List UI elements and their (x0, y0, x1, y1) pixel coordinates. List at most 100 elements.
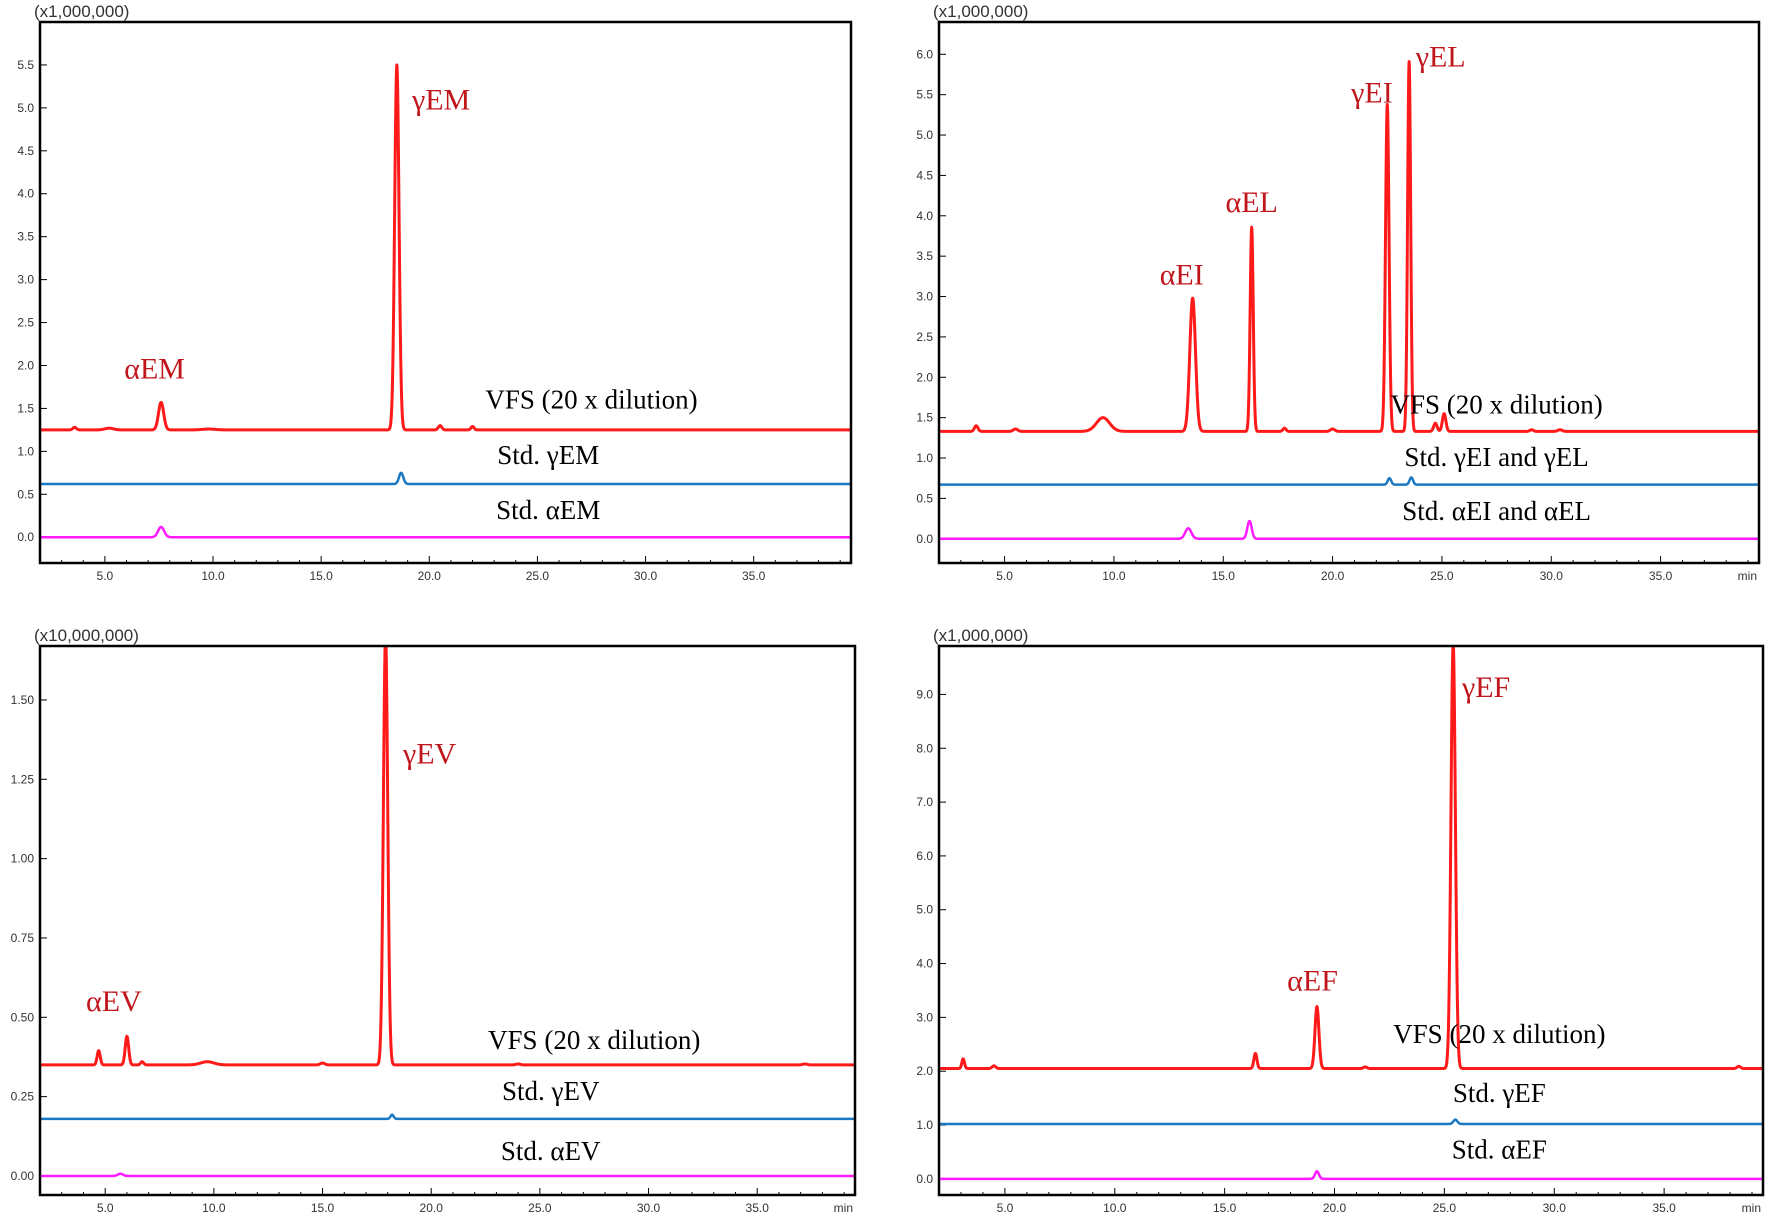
y-tick-label: 1.0 (916, 1118, 933, 1132)
chart-panel-top-left: (x1,000,000) 0.0 0.5 1.0 1.5 2.0 2.5 3.0 3.5 4.0 4… (17, 2, 853, 583)
x-tick-label: 10.0 (201, 569, 225, 583)
trace-std_alpha (40, 1172, 855, 1178)
y-tick-label: 4.5 (916, 168, 933, 182)
y-tick-label: 3.0 (17, 273, 34, 287)
x-tick-label: 10.0 (1103, 1201, 1127, 1215)
trace-std_gamma (939, 476, 1759, 486)
trace-label-std_gamma: Std. γEV (502, 1076, 600, 1106)
y-tick-label: 5.0 (17, 101, 34, 115)
x-tick-label: 20.0 (1321, 569, 1345, 583)
y-tick-label: 1.5 (916, 411, 933, 425)
plot-frame (937, 644, 1765, 1197)
traces (40, 63, 851, 539)
trace-std_gamma (40, 471, 851, 486)
x-tick-label: 25.0 (1433, 1201, 1457, 1215)
x-tick-label: 35.0 (1652, 1201, 1676, 1215)
peak-label: αEL (1226, 186, 1278, 219)
chart-panel-bottom-left: (x10,000,000) 0.00 0.25 0.50 0.75 1.00 1.25 1.5… (11, 626, 857, 1215)
y-tick-label: 2.5 (17, 316, 34, 330)
y-tick-label: 0.50 (11, 1010, 35, 1024)
trace-label-vfs: VFS (20 x dilution) (1390, 390, 1602, 420)
y-tick-label: 3.0 (916, 290, 933, 304)
y-tick-label: 4.5 (17, 144, 34, 158)
trace-vfs (40, 646, 855, 1067)
chart-panel-top-right: (x1,000,000) 0.0 0.5 1.0 1.5 2.0 2.5 3.0 3.5 4.0 4… (916, 2, 1761, 583)
x-tick-label: 5.0 (996, 569, 1013, 583)
peak-label: αEF (1287, 964, 1338, 997)
y-tick-label: 0.0 (916, 532, 933, 546)
plot-frame (38, 644, 857, 1197)
x-tick-label: 5.0 (97, 569, 114, 583)
trace-label-std_gamma: Std. γEI and γEL (1404, 442, 1588, 472)
x-tick-label: 35.0 (1649, 569, 1673, 583)
x-tick-label: 25.0 (528, 1201, 552, 1215)
y-tick-label: 1.00 (11, 852, 35, 866)
peak-label: γEV (402, 737, 457, 770)
x-tick-label: 25.0 (1430, 569, 1454, 583)
y-tick-label: 0.00 (11, 1169, 35, 1183)
peak-label: αEV (86, 985, 142, 1018)
y-scale-multiplier: (x1,000,000) (933, 626, 1028, 645)
trace-label-std_alpha: Std. αEV (501, 1136, 601, 1166)
trace-label-std_gamma: Std. γEF (1453, 1078, 1546, 1108)
trace-label-std_gamma: Std. γEM (497, 440, 599, 470)
traces (40, 646, 855, 1178)
y-scale-multiplier: (x1,000,000) (34, 2, 129, 21)
trace-label-vfs: VFS (20 x dilution) (1393, 1019, 1605, 1049)
trace-std_alpha (40, 525, 851, 539)
x-tick-label: 35.0 (746, 1201, 770, 1215)
x-axis-unit: min (834, 1201, 853, 1215)
x-tick-label: 30.0 (634, 569, 658, 583)
y-tick-label: 3.5 (17, 230, 34, 244)
x-tick-label: 5.0 (97, 1201, 114, 1215)
y-tick-label: 1.0 (916, 451, 933, 465)
peak-label: αEM (124, 352, 185, 385)
traces (939, 646, 1763, 1181)
y-tick-label: 5.0 (916, 128, 933, 142)
plot-frame (937, 20, 1761, 565)
trace-label-std_alpha: Std. αEI and αEL (1402, 496, 1591, 526)
trace-label-std_alpha: Std. αEM (496, 495, 600, 525)
y-tick-label: 3.0 (916, 1010, 933, 1024)
x-tick-label: 10.0 (1102, 569, 1126, 583)
y-tick-label: 1.50 (11, 693, 35, 707)
peak-label: γEF (1461, 671, 1510, 704)
plot-frame (38, 20, 853, 565)
y-scale-multiplier: (x10,000,000) (34, 626, 139, 645)
x-tick-label: 15.0 (311, 1201, 335, 1215)
chart-panel-bottom-right: (x1,000,000) 0.0 1.0 2.0 3.0 4.0 5.0 6.0 7.0 8.0 9… (916, 626, 1765, 1215)
trace-std_alpha (939, 1170, 1763, 1181)
y-tick-label: 2.0 (916, 370, 933, 384)
x-axis-unit: min (1742, 1201, 1761, 1215)
y-tick-label: 6.0 (916, 47, 933, 61)
x-tick-label: 20.0 (418, 569, 442, 583)
y-tick-label: 3.5 (916, 249, 933, 263)
y-tick-label: 0.5 (17, 487, 34, 501)
peak-label: γEL (1415, 40, 1466, 73)
y-scale-multiplier: (x1,000,000) (933, 2, 1028, 21)
trace-vfs (939, 60, 1759, 433)
x-tick-label: 20.0 (420, 1201, 444, 1215)
y-tick-label: 8.0 (916, 741, 933, 755)
y-tick-label: 0.0 (17, 530, 34, 544)
y-tick-label: 6.0 (916, 849, 933, 863)
y-tick-label: 5.5 (17, 58, 34, 72)
y-tick-label: 2.0 (17, 358, 34, 372)
y-tick-label: 9.0 (916, 687, 933, 701)
y-tick-label: 4.0 (916, 957, 933, 971)
y-tick-label: 0.25 (11, 1090, 35, 1104)
x-tick-label: 10.0 (202, 1201, 226, 1215)
y-tick-label: 0.5 (916, 491, 933, 505)
y-tick-label: 1.0 (17, 444, 34, 458)
x-tick-label: 30.0 (637, 1201, 661, 1215)
x-tick-label: 30.0 (1543, 1201, 1567, 1215)
y-tick-label: 2.5 (916, 330, 933, 344)
trace-label-vfs: VFS (20 x dilution) (485, 384, 697, 414)
x-tick-label: 15.0 (1213, 1201, 1237, 1215)
y-tick-label: 1.5 (17, 401, 34, 415)
y-tick-label: 5.5 (916, 88, 933, 102)
x-tick-label: 15.0 (309, 569, 333, 583)
x-tick-label: 15.0 (1212, 569, 1236, 583)
y-tick-label: 0.0 (916, 1172, 933, 1186)
peak-label: γEI (1350, 77, 1393, 110)
